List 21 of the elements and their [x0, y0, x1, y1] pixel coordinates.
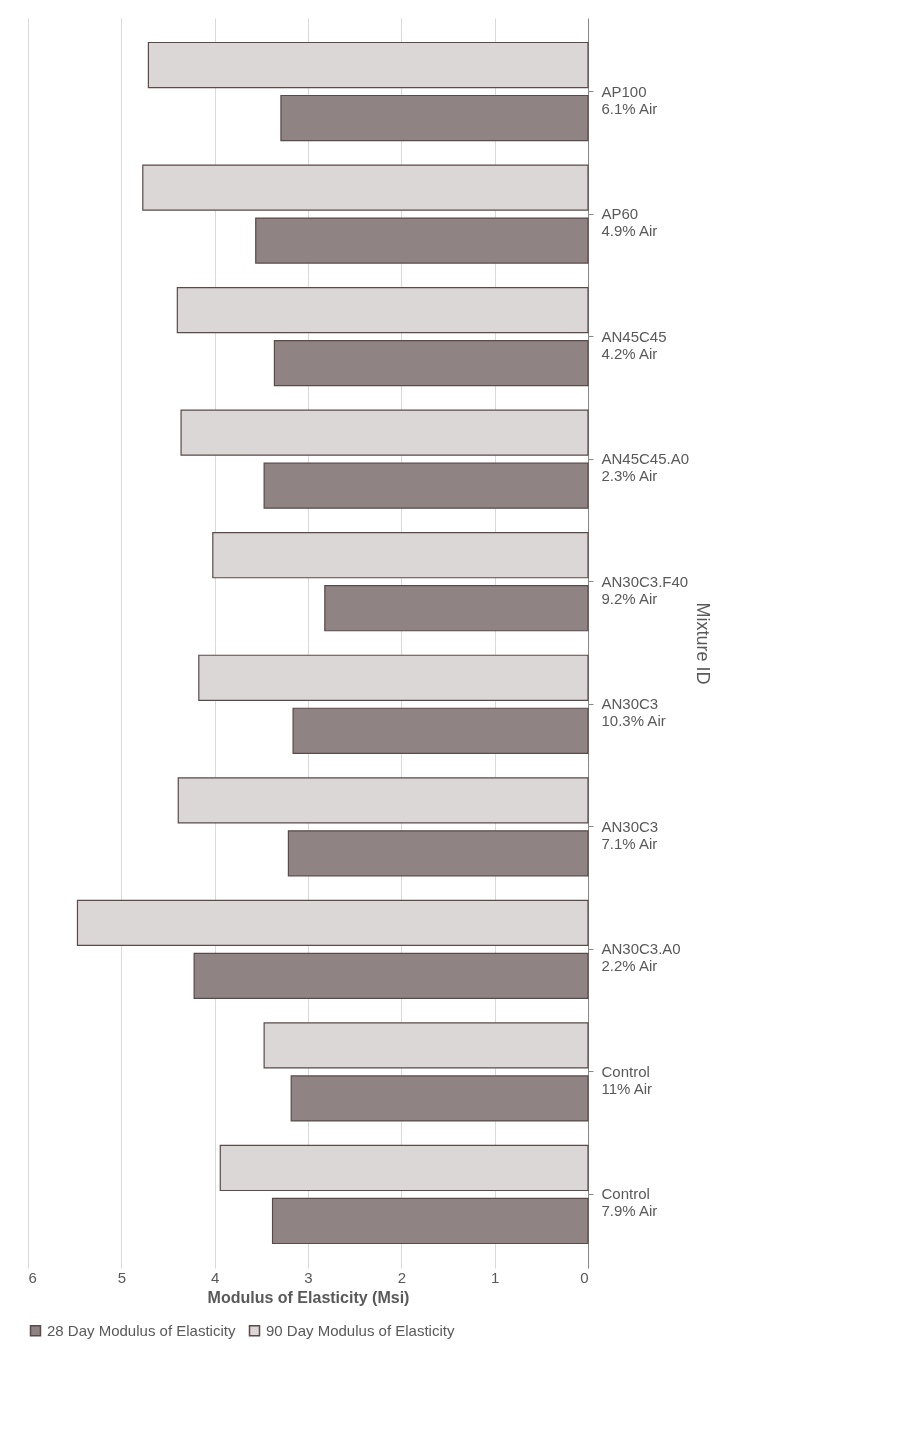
y-tick-label: Control 11% Air — [601, 1062, 653, 1097]
x-tick-label: 6 — [28, 1268, 37, 1286]
x-tick-label: 1 — [490, 1268, 500, 1286]
y-tick-label: AP60 4.9% Air — [601, 205, 658, 240]
y-tick-label: AN45C45.A0 2.3% Air — [601, 450, 690, 485]
legend-label: 28 Day Modulus of Elasticity — [47, 1321, 236, 1339]
y-axis-title: Mixture ID — [693, 602, 714, 685]
x-tick-label: 2 — [397, 1268, 407, 1286]
x-axis-title: Modulus of Elasticity (Msi) — [207, 1288, 410, 1306]
y-tick-label: AN45C45 4.2% Air — [601, 327, 667, 362]
x-tick-label: 5 — [117, 1268, 127, 1286]
x-tick-label: 0 — [580, 1268, 589, 1286]
x-tick-label: 4 — [210, 1268, 220, 1286]
y-tick-label: AN30C3.F40 9.2% Air — [601, 572, 689, 607]
y-tick-label: AN30C3 10.3% Air — [601, 695, 666, 730]
y-tick-label: AP100 6.1% Air — [601, 82, 658, 117]
legend-label: 90 Day Modulus of Elasticity — [266, 1321, 455, 1339]
x-tick-label: 3 — [304, 1268, 313, 1286]
y-tick-label: Control 7.9% Air — [601, 1185, 658, 1220]
y-tick-label: AN30C3.A0 2.2% Air — [601, 940, 681, 975]
y-tick-label: AN30C3 7.1% Air — [601, 817, 659, 852]
